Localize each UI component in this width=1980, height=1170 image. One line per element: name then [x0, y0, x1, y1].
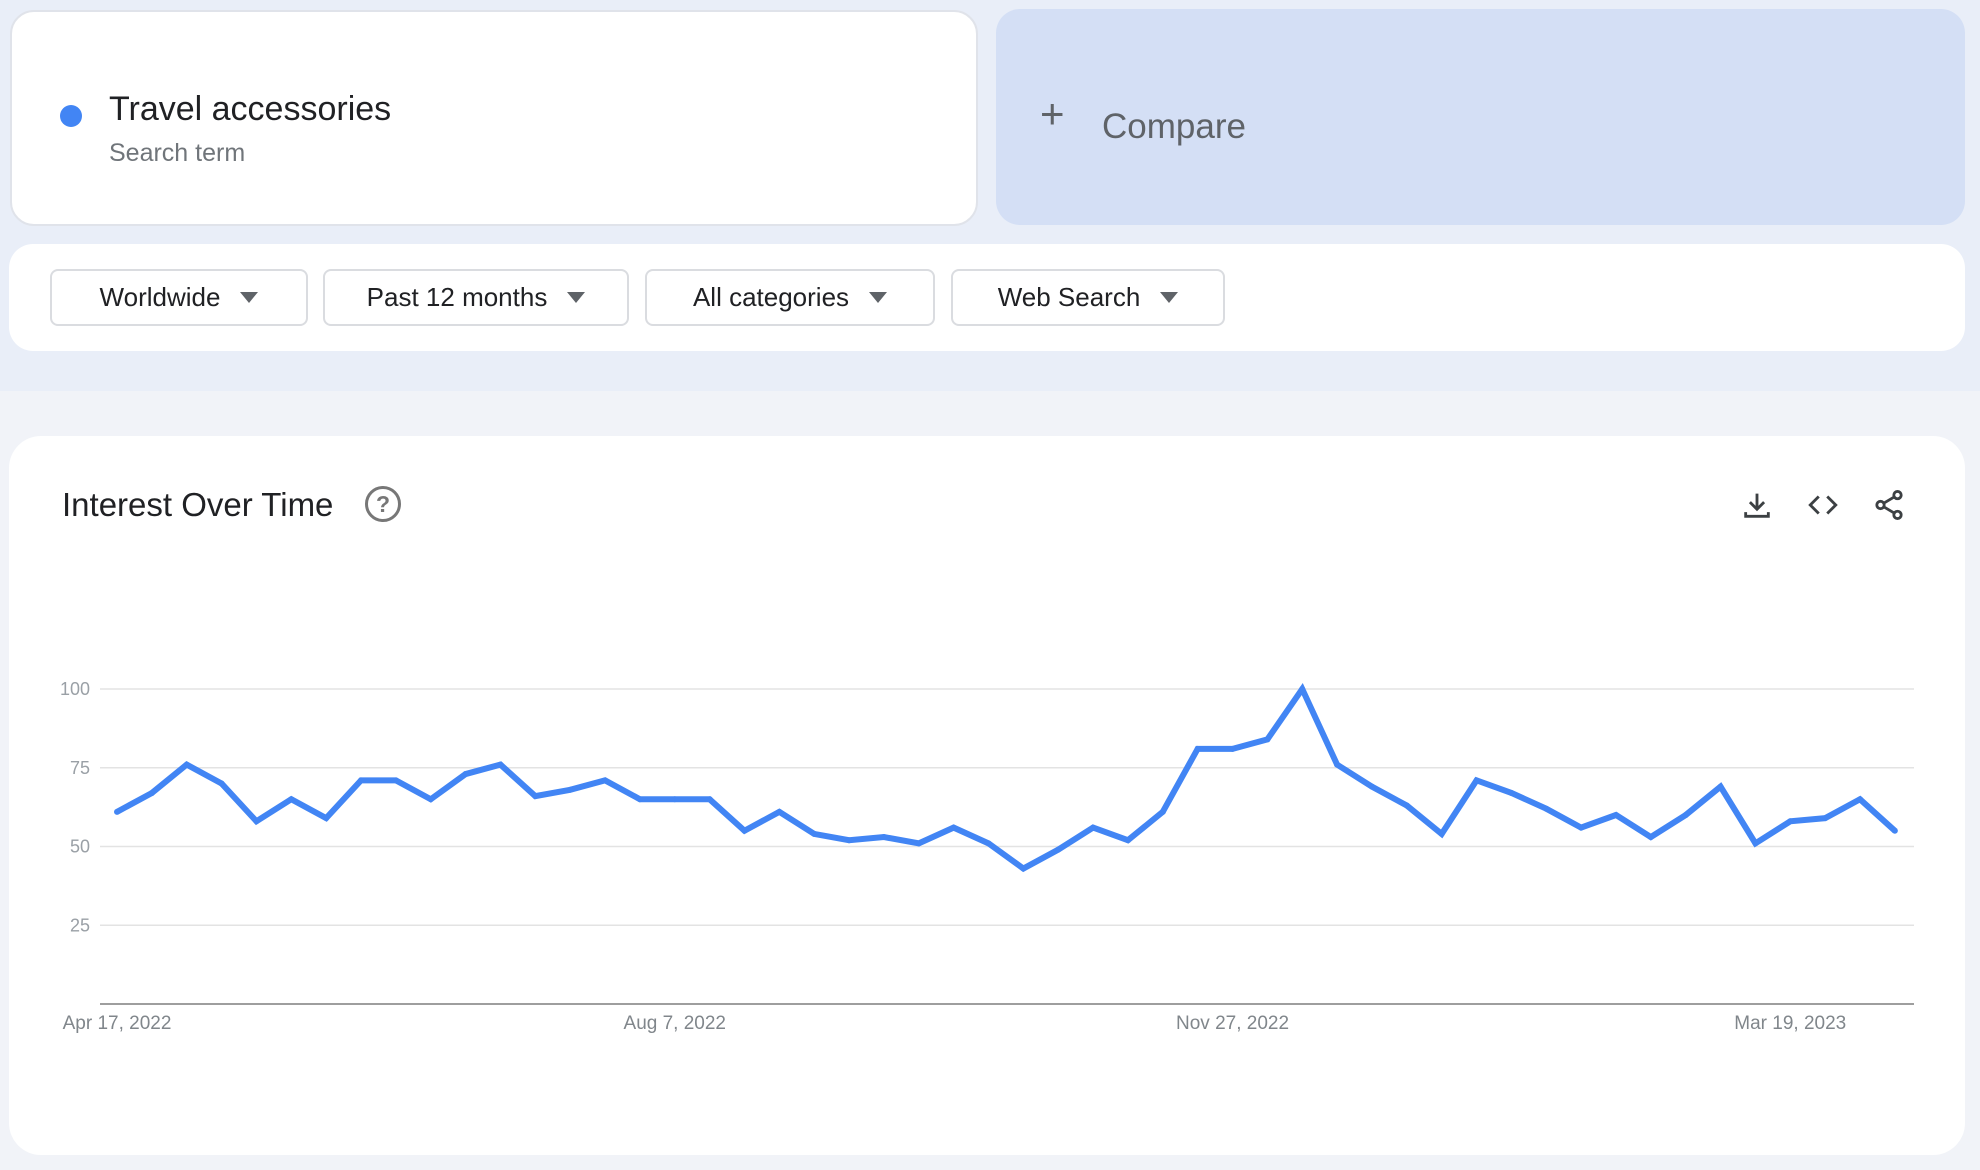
- series-color-dot: [60, 105, 82, 127]
- search-term-title[interactable]: Travel accessories: [109, 90, 392, 128]
- interest-over-time-panel: Interest Over Time ? 25 50 75 100 Apr 17, 2…: [9, 436, 1965, 1155]
- caret-down-icon: [240, 292, 259, 303]
- data-point[interactable]: [1612, 812, 1619, 818]
- data-point[interactable]: [671, 796, 678, 803]
- data-point[interactable]: [1020, 865, 1027, 872]
- compare-button[interactable]: + Compare: [996, 9, 1965, 225]
- data-point[interactable]: [1124, 837, 1131, 844]
- data-point[interactable]: [1090, 824, 1097, 831]
- data-point[interactable]: [1159, 808, 1166, 815]
- data-point[interactable]: [1578, 824, 1585, 831]
- category-dropdown[interactable]: All categories: [645, 269, 935, 326]
- y-tick-label: 25: [70, 915, 90, 935]
- data-point[interactable]: [776, 808, 783, 815]
- plus-icon: +: [1040, 90, 1065, 137]
- download-icon[interactable]: [1740, 488, 1774, 522]
- data-point[interactable]: [985, 840, 992, 847]
- data-point[interactable]: [915, 840, 922, 847]
- data-point[interactable]: [1334, 761, 1341, 768]
- data-point[interactable]: [497, 761, 504, 768]
- y-tick-label: 100: [60, 679, 90, 699]
- data-point[interactable]: [1368, 783, 1375, 790]
- caret-down-icon: [869, 292, 888, 303]
- data-point[interactable]: [1752, 840, 1759, 847]
- search-type-dropdown[interactable]: Web Search: [951, 269, 1225, 326]
- data-point[interactable]: [323, 815, 330, 822]
- panel-title: Interest Over Time: [62, 486, 334, 523]
- x-tick-label: Aug 7, 2022: [624, 1013, 726, 1034]
- data-point[interactable]: [392, 777, 399, 784]
- data-point[interactable]: [288, 796, 295, 803]
- data-point[interactable]: [602, 777, 609, 784]
- search-term-subtitle: Search term: [109, 139, 246, 167]
- data-point[interactable]: [1717, 783, 1724, 790]
- data-point[interactable]: [1857, 796, 1863, 803]
- data-point[interactable]: [880, 834, 887, 841]
- time-range-dropdown-label: Past 12 months: [366, 282, 548, 312]
- search-type-dropdown-label: Web Search: [997, 282, 1141, 312]
- data-point[interactable]: [114, 808, 120, 815]
- data-point[interactable]: [706, 796, 713, 803]
- data-point[interactable]: [636, 796, 643, 803]
- x-tick-label: Mar 19, 2023: [1734, 1013, 1846, 1034]
- data-point[interactable]: [1543, 805, 1550, 812]
- data-point[interactable]: [950, 824, 957, 831]
- data-point[interactable]: [1438, 830, 1445, 837]
- region-dropdown-label: Worldwide: [99, 282, 221, 312]
- data-point[interactable]: [1891, 827, 1898, 834]
- data-point[interactable]: [811, 830, 818, 837]
- data-point[interactable]: [1403, 802, 1410, 809]
- category-dropdown-label: All categories: [692, 282, 850, 312]
- search-term-card[interactable]: Travel accessories Search term: [10, 10, 978, 226]
- data-point[interactable]: [218, 780, 225, 787]
- data-point[interactable]: [1264, 736, 1271, 743]
- y-tick-label: 75: [70, 758, 90, 778]
- data-point[interactable]: [1647, 834, 1654, 841]
- data-point[interactable]: [253, 818, 260, 825]
- data-points: [114, 686, 1898, 872]
- data-point[interactable]: [741, 827, 748, 834]
- data-point[interactable]: [1822, 815, 1829, 822]
- region-dropdown[interactable]: Worldwide: [50, 269, 308, 326]
- series-line-travel-accessories: [115, 682, 1897, 873]
- interest-line-chart: 25 50 75 100 Apr 17, 2022 Aug 7, 2022 Nov 27,…: [60, 679, 1914, 1034]
- filter-bar: Worldwide Past 12 months All categories …: [9, 244, 1965, 351]
- data-point[interactable]: [1055, 846, 1062, 853]
- data-point[interactable]: [148, 789, 155, 796]
- embed-code-icon[interactable]: [1806, 488, 1840, 522]
- data-point[interactable]: [1473, 777, 1480, 784]
- help-circle-icon[interactable]: ?: [365, 486, 401, 522]
- caret-down-icon: [1160, 292, 1179, 303]
- data-point[interactable]: [1229, 745, 1236, 752]
- data-point[interactable]: [358, 777, 365, 784]
- compare-label: Compare: [1102, 107, 1246, 146]
- data-point[interactable]: [1682, 812, 1689, 818]
- data-point[interactable]: [1787, 818, 1794, 825]
- data-point[interactable]: [1299, 686, 1306, 692]
- data-point[interactable]: [1194, 745, 1201, 752]
- y-tick-label: 50: [70, 837, 90, 857]
- x-tick-label: Apr 17, 2022: [63, 1013, 172, 1034]
- x-tick-label: Nov 27, 2022: [1176, 1013, 1289, 1034]
- data-point[interactable]: [183, 761, 190, 768]
- data-point[interactable]: [567, 786, 574, 793]
- data-point[interactable]: [846, 837, 853, 844]
- share-icon[interactable]: [1872, 488, 1906, 522]
- data-point[interactable]: [532, 793, 539, 800]
- caret-down-icon: [567, 292, 586, 303]
- data-point[interactable]: [427, 796, 434, 803]
- time-range-dropdown[interactable]: Past 12 months: [323, 269, 629, 326]
- data-point[interactable]: [1508, 789, 1515, 796]
- data-point[interactable]: [462, 771, 469, 778]
